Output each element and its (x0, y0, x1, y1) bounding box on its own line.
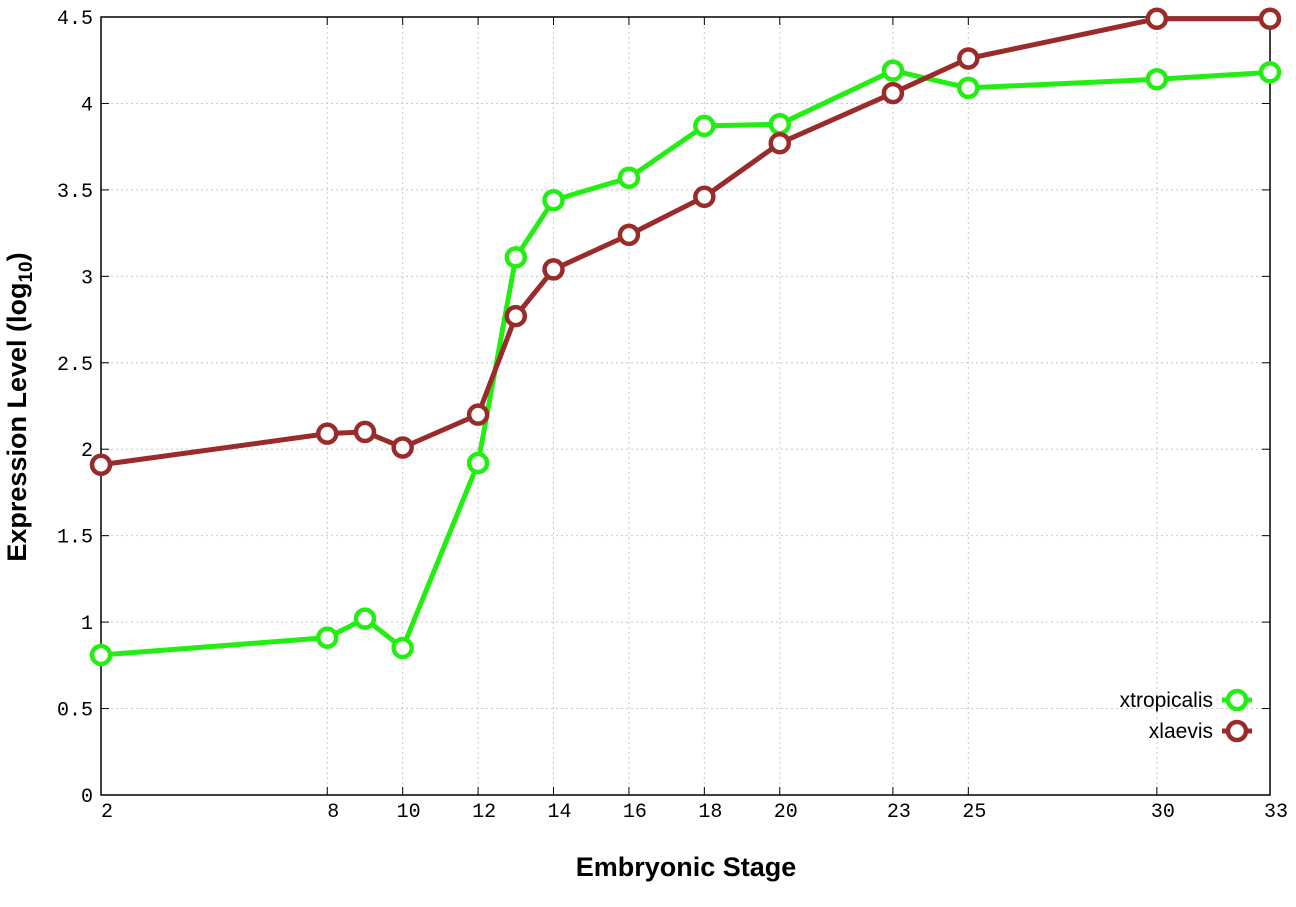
data-point-xlaevis (391, 436, 414, 459)
x-tick-label: 33 (1264, 801, 1288, 824)
y-tick-label: 1 (81, 613, 93, 636)
legend-label-xtropicalis: xtropicalis (1120, 689, 1213, 712)
data-point-xlaevis (1145, 7, 1169, 30)
data-point-xlaevis (353, 420, 377, 444)
data-point-xtropicalis (89, 643, 113, 667)
data-point-xtropicalis (1258, 61, 1282, 84)
y-tick-label: 4.5 (57, 8, 93, 31)
data-point-xtropicalis (466, 451, 490, 475)
data-point-xtropicalis (353, 607, 377, 630)
data-point-xlaevis (693, 185, 716, 209)
data-point-xtropicalis (693, 114, 716, 138)
data-point-xtropicalis (542, 189, 565, 212)
x-tick-label: 20 (774, 801, 798, 824)
data-point-xlaevis (89, 453, 113, 477)
data-point-xlaevis (768, 131, 792, 155)
data-point-xlaevis (957, 47, 980, 70)
y-tick-label: 0.5 (57, 700, 93, 723)
x-tick-label: 18 (698, 801, 722, 824)
data-point-xtropicalis (957, 76, 980, 100)
y-tick-label: 3.5 (57, 181, 93, 204)
legend: xtropicalis xlaevis (1120, 688, 1252, 743)
x-tick-label: 12 (472, 801, 496, 824)
data-point-xlaevis (504, 304, 528, 328)
axis-ticks (100, 16, 1271, 796)
data-point-xtropicalis (768, 112, 792, 136)
x-tick-label: 8 (327, 801, 339, 824)
data-point-xtropicalis (881, 59, 905, 82)
legend-label-xlaevis: xlaevis (1149, 720, 1213, 743)
y-axis-title-close: ) (2, 252, 32, 261)
y-tick-label: 2 (81, 440, 93, 463)
plot-frame (100, 16, 1271, 796)
series-layer (89, 7, 1282, 667)
x-tick-label: 14 (548, 801, 572, 824)
x-tick-label: 23 (887, 801, 911, 824)
x-tick-labels: 2 8 10 12 14 16 18 20 23 25 30 33 (101, 801, 1288, 824)
data-point-xlaevis (466, 403, 490, 426)
data-point-xtropicalis (1145, 67, 1169, 91)
y-axis-title-main: Expression Level (log (2, 283, 32, 562)
data-point-xlaevis (881, 81, 905, 105)
y-tick-label: 3 (81, 267, 93, 290)
y-tick-label: 1.5 (57, 527, 93, 550)
grid-lines (101, 17, 1270, 795)
x-tick-label: 10 (397, 801, 421, 824)
data-point-xlaevis (1258, 7, 1282, 30)
legend-swatch-marker-xtropicalis (1225, 688, 1249, 712)
data-point-xlaevis (316, 422, 339, 445)
data-point-xlaevis (617, 223, 641, 247)
y-axis-title-subscript: 10 (16, 261, 37, 282)
y-tick-label: 0 (81, 786, 93, 809)
x-tick-label: 30 (1151, 801, 1175, 824)
data-point-xlaevis (542, 258, 565, 281)
y-tick-labels: 0 0.5 1 1.5 2 2.5 3 3.5 4 4.5 (57, 8, 93, 809)
data-point-xtropicalis (391, 636, 414, 660)
x-tick-label: 25 (962, 801, 986, 824)
y-tick-label: 4 (81, 94, 93, 117)
y-tick-label: 2.5 (57, 354, 93, 377)
data-point-xtropicalis (504, 246, 528, 269)
legend-swatch-marker-xlaevis (1225, 719, 1249, 743)
data-point-xtropicalis (617, 166, 641, 190)
data-point-xtropicalis (316, 626, 339, 649)
x-tick-label: 16 (623, 801, 647, 824)
x-axis-title: Embryonic Stage (576, 852, 797, 882)
y-axis-title: Expression Level (log10) (2, 252, 37, 561)
x-tick-label: 2 (101, 801, 113, 824)
series-line-xlaevis (98, 16, 1273, 468)
